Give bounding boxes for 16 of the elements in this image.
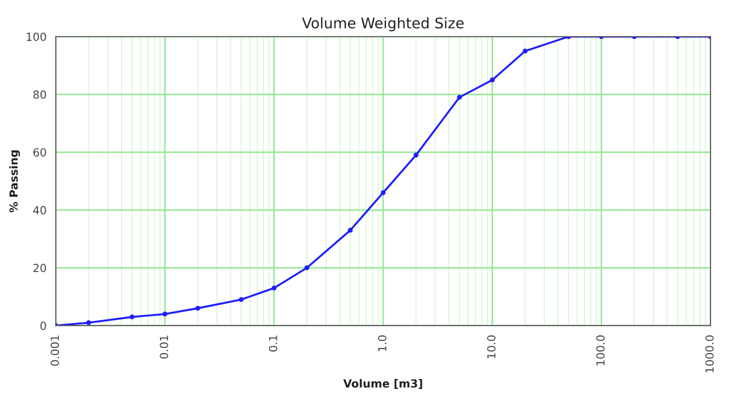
- x-tick-label: 100.0: [596, 335, 605, 366]
- x-tick-label: 1.0: [378, 335, 386, 352]
- y-tick-label: 0: [40, 322, 46, 330]
- y-tick-label: 40: [33, 206, 46, 214]
- y-axis-title: % Passing: [9, 150, 20, 212]
- y-tick-label: 20: [33, 264, 46, 272]
- y-tick-label: 80: [33, 90, 46, 99]
- x-tick-label: 10.0: [487, 335, 496, 358]
- x-tick-label: 0.1: [268, 336, 278, 352]
- x-tick-label: 0.01: [160, 336, 168, 359]
- x-axis-title: Volume [m3]: [343, 379, 422, 389]
- x-tick-label: 1000.0: [705, 335, 714, 372]
- x-tick-label: 0.001: [50, 336, 60, 366]
- y-tick-label: 60: [33, 148, 46, 157]
- chart-title: Volume Weighted Size: [302, 17, 464, 32]
- y-tick-label: 100: [26, 32, 46, 42]
